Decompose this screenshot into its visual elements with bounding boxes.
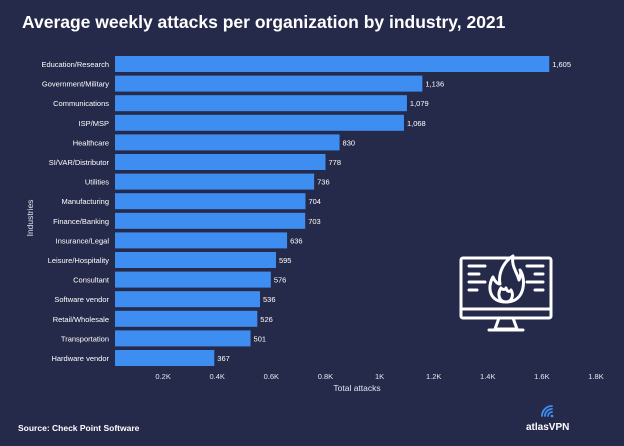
category-label: Government/Military bbox=[42, 80, 109, 89]
bar bbox=[115, 252, 276, 268]
value-label: 636 bbox=[290, 236, 303, 245]
category-label: Transportation bbox=[61, 334, 109, 343]
category-label: SI/VAR/Distributor bbox=[49, 158, 110, 167]
category-label: Consultant bbox=[73, 276, 110, 285]
value-label: 367 bbox=[217, 354, 230, 363]
value-label: 703 bbox=[308, 217, 321, 226]
bar bbox=[115, 193, 306, 210]
bar bbox=[115, 271, 271, 288]
value-label: 1,136 bbox=[425, 80, 444, 89]
bars-layer bbox=[115, 56, 550, 366]
source-note: Source: Check Point Software bbox=[18, 423, 140, 433]
category-label: Education/Research bbox=[41, 60, 109, 69]
x-tick-labels: 0.2K 0.4K 0.6K 0.8K 1K 1.2K 1.4K 1.6K 1.8K bbox=[155, 372, 603, 381]
brand-name: atlasVPN bbox=[526, 422, 570, 433]
bar bbox=[115, 114, 404, 131]
chart-title: Average weekly attacks per organization … bbox=[22, 12, 506, 32]
brand-logo: atlasVPN bbox=[526, 404, 578, 436]
bar bbox=[115, 232, 288, 249]
computer-on-fire-icon bbox=[459, 254, 553, 332]
category-label: Insurance/Legal bbox=[56, 236, 110, 245]
bar bbox=[115, 173, 315, 190]
value-label: 536 bbox=[263, 295, 276, 304]
bar bbox=[115, 134, 340, 151]
bar bbox=[115, 330, 251, 347]
bar bbox=[115, 350, 215, 366]
bar bbox=[115, 154, 326, 170]
value-labels: 1,605 1,136 1,079 1,068 830 778 736 704 703 636 59… bbox=[217, 60, 571, 363]
category-label: ISP/MSP bbox=[79, 119, 109, 128]
bar bbox=[115, 56, 550, 72]
x-tick-label: 0.8K bbox=[318, 372, 333, 381]
x-tick-label: 1.8K bbox=[588, 372, 603, 381]
category-label: Finance/Banking bbox=[53, 217, 109, 226]
x-tick-label: 1K bbox=[375, 372, 384, 381]
value-label: 526 bbox=[260, 315, 273, 324]
category-labels: Education/Research Government/Military Com… bbox=[41, 60, 109, 363]
value-label: 1,068 bbox=[407, 119, 426, 128]
value-label: 595 bbox=[279, 256, 292, 265]
atlas-vpn-wifi-icon bbox=[541, 405, 554, 418]
value-label: 501 bbox=[254, 334, 267, 343]
value-label: 1,605 bbox=[552, 60, 571, 69]
category-label: Manufacturing bbox=[61, 197, 109, 206]
category-label: Software vendor bbox=[54, 295, 109, 304]
x-tick-label: 0.6K bbox=[264, 372, 279, 381]
bar-chart: Education/Research Government/Military Com… bbox=[25, 56, 604, 393]
x-axis-title: Total attacks bbox=[333, 383, 380, 393]
x-tick-label: 1.2K bbox=[426, 372, 441, 381]
bar bbox=[115, 310, 258, 327]
value-label: 576 bbox=[274, 276, 287, 285]
bar bbox=[115, 75, 423, 92]
x-tick-label: 0.4K bbox=[210, 372, 225, 381]
category-label: Leisure/Hospitality bbox=[48, 256, 110, 265]
x-tick-label: 1.4K bbox=[480, 372, 495, 381]
value-label: 830 bbox=[343, 138, 356, 147]
x-tick-label: 0.2K bbox=[155, 372, 170, 381]
value-label: 1,079 bbox=[410, 99, 429, 108]
category-label: Hardware vendor bbox=[51, 354, 109, 363]
bar bbox=[115, 291, 261, 308]
category-label: Communications bbox=[53, 99, 109, 108]
y-axis-title: Industries bbox=[25, 200, 35, 237]
value-label: 778 bbox=[328, 158, 341, 167]
category-label: Retail/Wholesale bbox=[53, 315, 109, 324]
x-tick-label: 1.6K bbox=[534, 372, 549, 381]
value-label: 704 bbox=[308, 197, 321, 206]
bar bbox=[115, 95, 407, 112]
bar bbox=[115, 212, 306, 229]
value-label: 736 bbox=[317, 178, 330, 187]
category-label: Utilities bbox=[85, 178, 109, 187]
category-label: Healthcare bbox=[73, 138, 109, 147]
